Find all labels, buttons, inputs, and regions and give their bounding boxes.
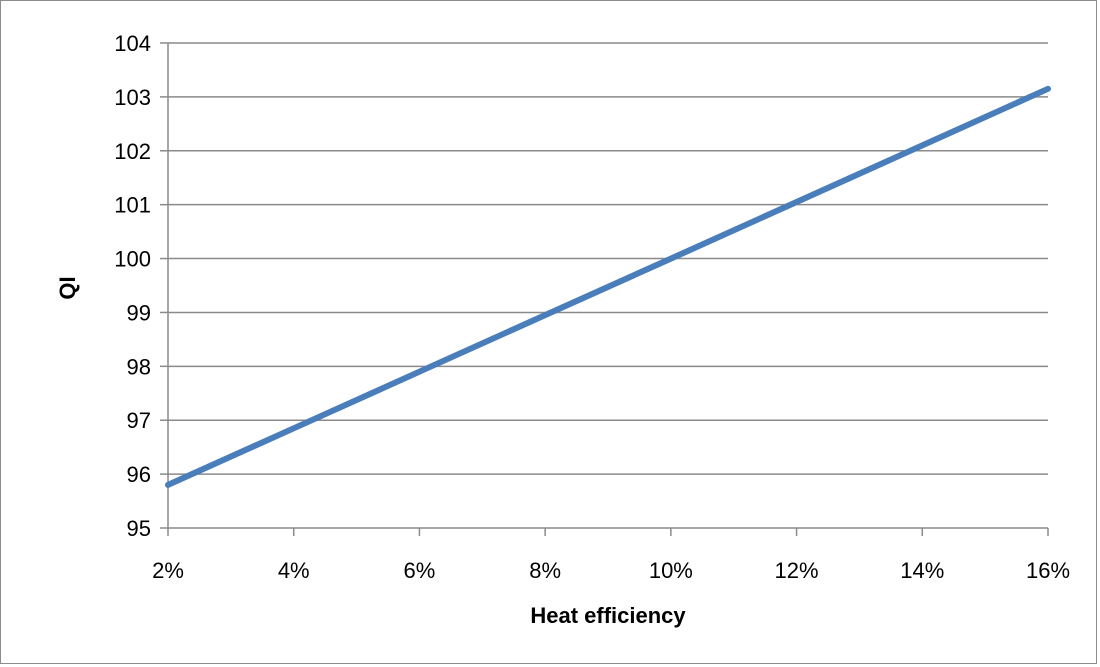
y-tick-label: 104	[114, 31, 151, 56]
x-tick-labels: 2% 4% 6% 8% 10% 12% 14% 16%	[152, 558, 1070, 583]
x-tick-label: 14%	[900, 558, 944, 583]
y-axis-title: QI	[55, 276, 80, 299]
x-tick-label: 2%	[152, 558, 184, 583]
y-tick-label: 102	[114, 139, 151, 164]
y-tick-label: 98	[127, 354, 151, 379]
y-tick-label: 101	[114, 193, 151, 218]
y-tick-label: 97	[127, 408, 151, 433]
gridlines	[168, 42, 1048, 475]
y-tick-labels: 95 96 97 98 99 100 101 102 103 104	[114, 31, 151, 541]
x-tick-label: 10%	[649, 558, 693, 583]
x-tick-label: 6%	[404, 558, 436, 583]
series-line	[165, 85, 1051, 488]
axes	[160, 42, 1049, 536]
series-layer	[165, 85, 1051, 488]
x-tick-label: 4%	[278, 558, 310, 583]
y-tick-label: 96	[127, 462, 151, 487]
x-tick-label: 8%	[529, 558, 561, 583]
y-tick-label: 103	[114, 85, 151, 110]
y-tick-label: 95	[127, 516, 151, 541]
x-tick-label: 16%	[1026, 558, 1070, 583]
y-tick-label: 100	[114, 247, 151, 272]
y-tick-label: 99	[127, 300, 151, 325]
x-axis-title: Heat efficiency	[530, 603, 686, 628]
x-tick-label: 12%	[775, 558, 819, 583]
